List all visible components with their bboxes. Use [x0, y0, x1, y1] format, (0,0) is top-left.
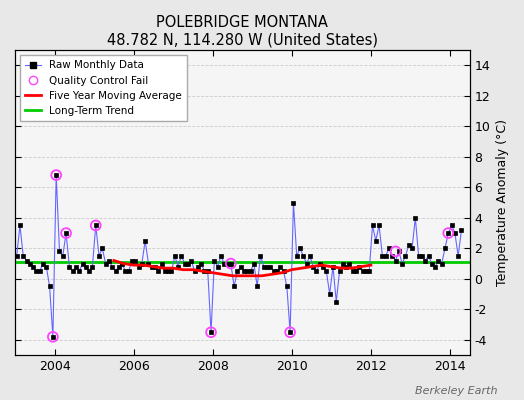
Text: Berkeley Earth: Berkeley Earth	[416, 386, 498, 396]
Point	[207, 329, 215, 336]
Y-axis label: Temperature Anomaly (°C): Temperature Anomaly (°C)	[496, 119, 509, 286]
Point	[286, 329, 294, 336]
Legend: Raw Monthly Data, Quality Control Fail, Five Year Moving Average, Long-Term Tren: Raw Monthly Data, Quality Control Fail, …	[20, 55, 188, 121]
Point	[391, 248, 400, 254]
Point	[92, 222, 100, 229]
Point	[52, 172, 60, 178]
Title: POLEBRIDGE MONTANA
48.782 N, 114.280 W (United States): POLEBRIDGE MONTANA 48.782 N, 114.280 W (…	[107, 15, 378, 47]
Point	[62, 230, 70, 236]
Point	[226, 260, 235, 267]
Point	[444, 230, 452, 236]
Point	[49, 334, 57, 340]
